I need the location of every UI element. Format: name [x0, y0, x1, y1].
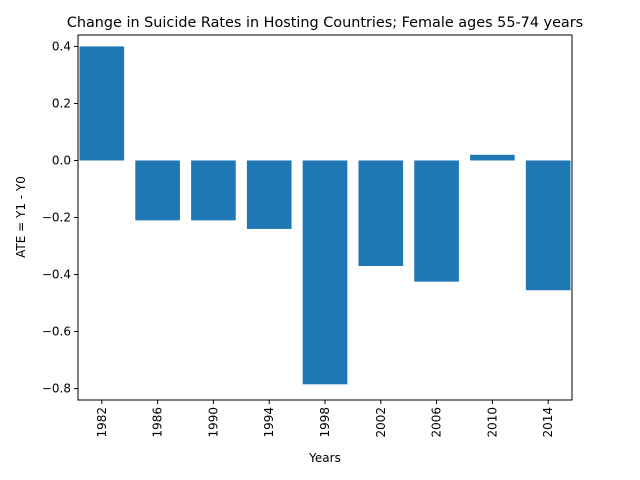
x-tick-label: 2006 — [430, 407, 444, 438]
y-tick-label: −0.2 — [42, 211, 71, 225]
y-tick-label: −0.8 — [42, 382, 71, 396]
y-tick-label: 0.2 — [52, 96, 71, 110]
bar-1982 — [79, 46, 125, 161]
y-tick-label: −0.4 — [42, 268, 71, 282]
y-tick-label: 0.4 — [52, 39, 71, 53]
bar-1986 — [135, 160, 180, 221]
bar-2006 — [414, 160, 459, 282]
x-tick-label: 1994 — [262, 407, 276, 438]
y-tick-label: 0.0 — [52, 153, 71, 167]
y-tick-label: −0.6 — [42, 325, 71, 339]
chart-title: Change in Suicide Rates in Hosting Count… — [67, 15, 583, 31]
y-axis-title: ATE = Y1 - Y0 — [14, 176, 28, 258]
x-tick-label: 2010 — [485, 407, 499, 438]
bar-1998 — [302, 160, 348, 385]
x-tick-label: 1986 — [151, 407, 165, 438]
x-tick-label: 1998 — [318, 407, 332, 438]
y-axis: −0.8 −0.6 −0.4 −0.2 0.0 0.2 0.4 — [42, 39, 78, 396]
bar-1990 — [191, 160, 236, 221]
x-axis: 1982 1986 1990 1994 1998 2002 2006 2010 2014 — [95, 400, 555, 438]
bar-1994 — [246, 160, 292, 229]
bar-2002 — [358, 160, 404, 266]
x-axis-title: Years — [308, 451, 341, 465]
x-tick-label: 1982 — [95, 407, 109, 438]
bars-group — [79, 46, 571, 385]
bar-2010 — [470, 154, 515, 161]
x-tick-label: 2002 — [374, 407, 388, 438]
x-tick-label: 1990 — [206, 407, 220, 438]
x-tick-label: 2014 — [541, 407, 555, 438]
bar-2014 — [525, 160, 571, 291]
